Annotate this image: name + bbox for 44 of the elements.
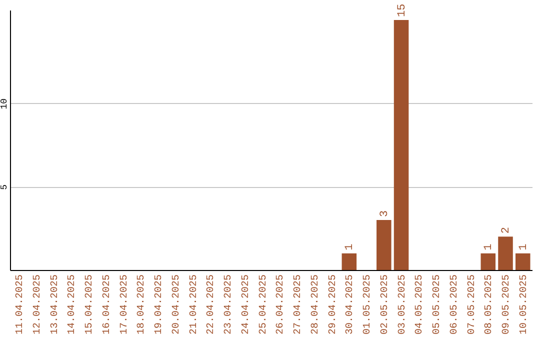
x-tick-label: 11.04.2025 <box>15 274 26 335</box>
x-tick-label: 26.04.2025 <box>276 274 287 335</box>
data-label: 1 <box>483 243 496 250</box>
x-tick-label: 09.05.2025 <box>502 274 513 335</box>
bar <box>394 20 409 270</box>
data-label: 1 <box>518 243 530 250</box>
bar <box>498 236 513 270</box>
x-tick-label: 07.05.2025 <box>466 274 478 335</box>
y-tick-label: 10 <box>0 98 10 110</box>
x-tick-label: 19.04.2025 <box>154 274 166 335</box>
x-tick-label: 22.04.2025 <box>206 274 218 335</box>
data-label: 3 <box>378 210 391 217</box>
x-tick-label: 05.05.2025 <box>432 274 444 335</box>
x-tick-label: 10.05.2025 <box>518 274 530 335</box>
bar <box>376 220 392 270</box>
data-label: 1 <box>344 243 356 250</box>
x-tick-label: 25.04.2025 <box>258 274 270 335</box>
x-tick-label: 18.04.2025 <box>136 274 148 335</box>
x-tick-label: 24.04.2025 <box>240 274 252 335</box>
x-tick-label: 28.04.2025 <box>310 274 322 335</box>
x-tick-label: 04.05.2025 <box>414 274 426 335</box>
x-tick-label: 01.05.2025 <box>362 274 374 335</box>
x-tick-label: 17.04.2025 <box>119 274 130 335</box>
data-label: 2 <box>500 227 513 234</box>
data-label: 15 <box>396 4 408 17</box>
x-tick-label: 13.04.2025 <box>50 274 61 335</box>
x-tick-label: 16.04.2025 <box>102 274 113 335</box>
bar <box>516 253 530 270</box>
x-tick-label: 03.05.2025 <box>397 274 408 335</box>
x-tick-label: 06.05.2025 <box>449 274 460 335</box>
bar <box>480 253 496 270</box>
bar <box>342 253 357 270</box>
y-tick-label: 5 <box>0 184 10 190</box>
x-tick-label: 30.04.2025 <box>345 274 356 335</box>
x-tick-label: 02.05.2025 <box>380 274 391 335</box>
x-tick-label: 23.04.2025 <box>224 274 235 335</box>
x-tick-label: 15.04.2025 <box>84 274 96 335</box>
x-tick-label: 08.05.2025 <box>484 274 496 335</box>
x-tick-label: 14.04.2025 <box>67 274 78 335</box>
x-tick-label: 21.04.2025 <box>188 274 200 335</box>
x-tick-label: 27.04.2025 <box>293 274 304 335</box>
x-tick-label: 12.04.2025 <box>32 274 44 335</box>
x-tick-label: 20.04.2025 <box>171 274 182 335</box>
x-tick-label: 29.04.2025 <box>328 274 339 335</box>
